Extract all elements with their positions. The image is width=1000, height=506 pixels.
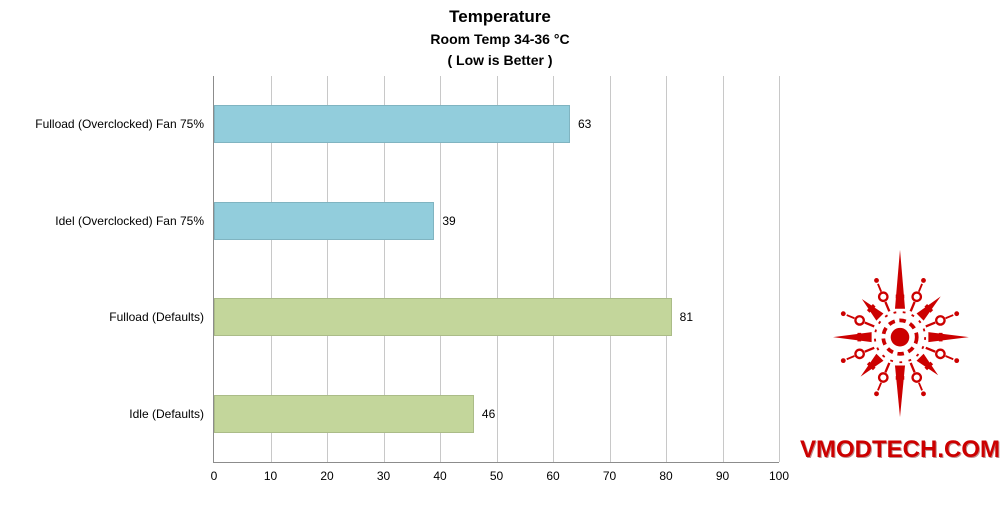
gridline	[440, 76, 441, 462]
gridline	[722, 76, 724, 462]
x-tick-label: 50	[489, 469, 504, 483]
bar	[214, 394, 474, 433]
bar	[214, 105, 570, 144]
vmodtech-emblem-icon	[833, 249, 969, 418]
gridline	[666, 76, 667, 462]
category-label: Idel (Overclocked) Fan 75%	[55, 213, 204, 228]
x-tick-label: 20	[320, 469, 334, 483]
x-tick-label: 80	[659, 469, 673, 483]
vmodtech-logo: VMODTECH.COM	[800, 244, 1000, 466]
plot-area: 0 10 20 30 40 50 60 70 80 90 100 Fulload (Overclock…	[35, 76, 789, 483]
category-label: Idle (Defaults)	[129, 406, 204, 421]
x-tick-label: 90	[715, 469, 730, 483]
x-tick-label: 30	[376, 469, 391, 483]
value-label: 81	[679, 310, 693, 325]
value-label: 39	[442, 213, 456, 228]
x-tick-label: 60	[546, 469, 560, 483]
chart-note: ( Low is Better )	[447, 52, 553, 68]
chart-subtitle: Room Temp 34-36 °C	[430, 31, 570, 47]
category-label: Fulload (Defaults)	[109, 310, 204, 325]
x-tick-label: 100	[768, 469, 790, 483]
gridline	[496, 76, 498, 462]
x-tick-label: 0	[210, 469, 218, 483]
x-tick-label: 10	[263, 469, 278, 483]
gridline	[609, 76, 611, 462]
gridline	[327, 76, 328, 462]
value-label: 63	[577, 117, 592, 132]
vmodtech-watermark-text: VMODTECH.COM	[800, 436, 1000, 463]
gridline	[779, 76, 780, 462]
x-tick-label: 40	[433, 469, 447, 483]
value-label: 46	[481, 406, 496, 421]
chart-title: Temperature	[449, 7, 551, 26]
gridline	[270, 76, 272, 462]
chart-header: Temperature Room Temp 34-36 °C ( Low is …	[0, 5, 1000, 71]
bar	[214, 201, 435, 240]
gridline	[553, 76, 554, 462]
x-tick-label: 70	[602, 469, 617, 483]
category-label: Fulload (Overclocked) Fan 75%	[35, 117, 204, 132]
gridline	[383, 76, 385, 462]
bar	[214, 298, 672, 337]
